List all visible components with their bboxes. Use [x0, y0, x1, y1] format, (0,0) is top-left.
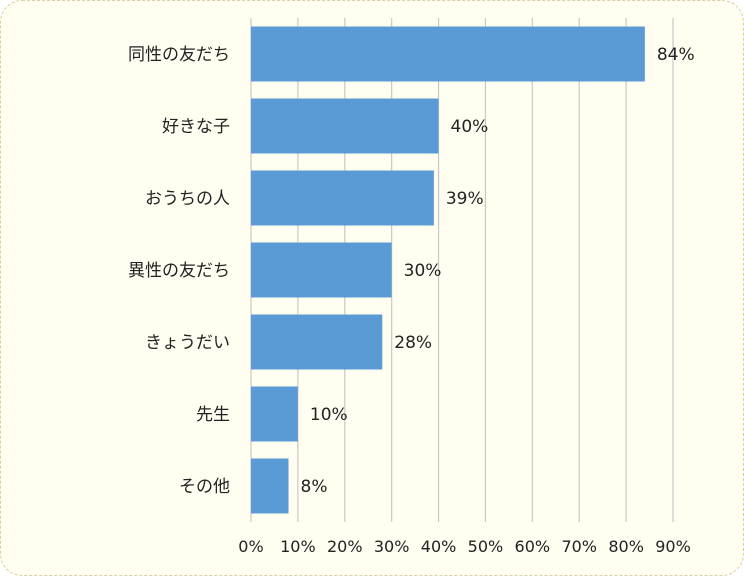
- x-tick-label-20: 20%: [327, 537, 363, 556]
- value-label-0: 84%: [657, 45, 695, 65]
- category-label-3: 異性の友だち: [128, 261, 230, 281]
- bar-5: [251, 386, 298, 442]
- value-label-4: 28%: [394, 333, 432, 353]
- value-label-3: 30%: [404, 261, 442, 281]
- bar-4: [251, 314, 383, 370]
- bar-1: [251, 98, 439, 154]
- x-tick-label-60: 60%: [515, 537, 551, 556]
- x-tick-labels: 0% 10% 20% 30% 40% 50% 60% 70% 80% 90%: [238, 537, 690, 556]
- bars: [251, 26, 645, 514]
- x-tick-label-90: 90%: [655, 537, 691, 556]
- bar-2: [251, 170, 434, 226]
- x-tick-label-30: 30%: [374, 537, 410, 556]
- value-label-2: 39%: [446, 189, 484, 209]
- category-label-2: おうちの人: [145, 189, 230, 209]
- value-label-6: 8%: [301, 477, 328, 497]
- x-tick-label-40: 40%: [421, 537, 457, 556]
- value-label-1: 40%: [451, 117, 489, 137]
- bar-0: [251, 26, 645, 82]
- x-tick-label-80: 80%: [608, 537, 644, 556]
- category-label-4: きょうだい: [145, 333, 230, 353]
- bar-6: [251, 458, 289, 514]
- x-tick-label-50: 50%: [468, 537, 504, 556]
- category-label-6: その他: [179, 477, 230, 497]
- category-label-0: 同性の友だち: [128, 45, 230, 65]
- x-tick-label-10: 10%: [280, 537, 316, 556]
- x-tick-label-70: 70%: [561, 537, 597, 556]
- category-label-1: 好きな子: [162, 117, 230, 137]
- bar-3: [251, 242, 392, 298]
- value-label-5: 10%: [310, 405, 348, 425]
- x-tick-label-0: 0%: [238, 537, 263, 556]
- category-label-5: 先生: [196, 405, 230, 425]
- value-labels: 84% 40% 39% 30% 28% 10% 8%: [301, 45, 695, 497]
